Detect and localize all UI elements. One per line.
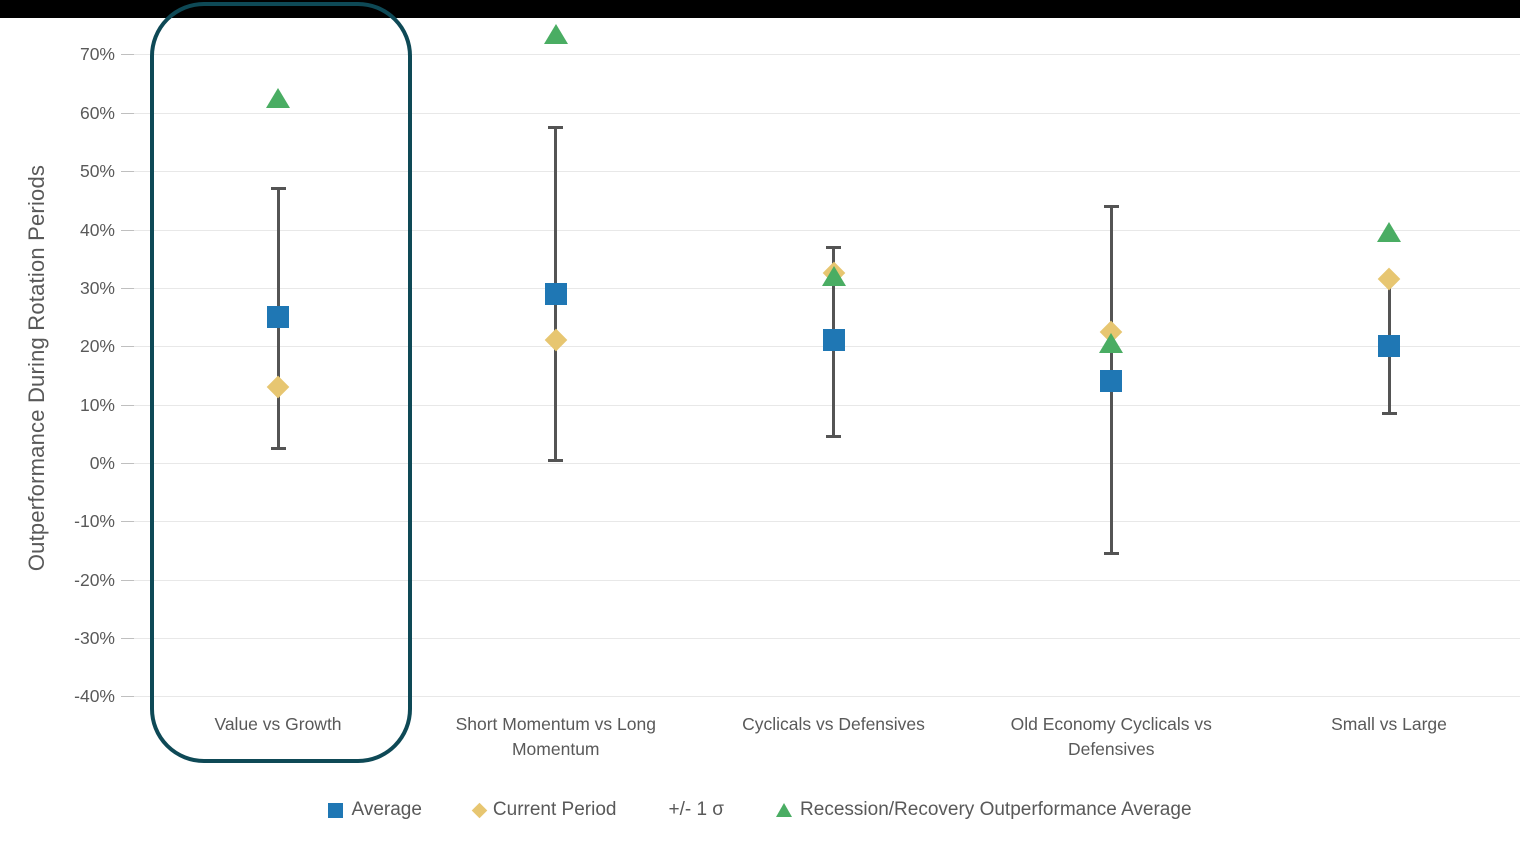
marker-current-period (544, 329, 568, 352)
gridline (133, 521, 1520, 523)
y-axis-tick (121, 463, 134, 464)
error-bar-cap (826, 245, 841, 249)
marker-average (1378, 335, 1400, 358)
legend-label: +/- 1 σ (668, 799, 725, 820)
error-bar-cap (548, 125, 564, 129)
error-bar-cap (548, 458, 564, 462)
legend-label: Average (351, 799, 422, 820)
error-bar-cap (1103, 204, 1119, 208)
y-tick-label: -40% (74, 686, 115, 707)
y-axis-tick (121, 229, 134, 231)
marker-recession-recovery-outperformance-average (1377, 222, 1401, 243)
y-tick-label: 60% (79, 102, 115, 123)
y-tick-label: 10% (79, 394, 115, 415)
gridline (133, 287, 1520, 289)
gridline (133, 463, 1520, 464)
y-tick-label: 50% (79, 161, 115, 182)
y-axis-tick (121, 54, 134, 56)
legend-triangle-icon (776, 803, 793, 817)
legend-label: Recession/Recovery Outperformance Averag… (800, 799, 1192, 820)
y-tick-label: -30% (74, 628, 115, 649)
y-tick-label: -10% (74, 511, 115, 532)
error-bar-cap (1103, 551, 1119, 555)
y-axis-tick (121, 171, 134, 173)
highlight-annotation-box (150, 2, 412, 763)
y-axis-tick (121, 521, 134, 523)
gridline (133, 112, 1520, 114)
category-label: Value vs Growth (214, 714, 342, 734)
category-label: Old Economy Cyclicals vs Defensives (1010, 714, 1212, 760)
legend-diamond-icon (471, 802, 488, 818)
gridline (133, 229, 1520, 231)
error-bar-cap (270, 187, 286, 191)
marker-average (1100, 370, 1123, 393)
category-label: Small vs Large (1331, 714, 1447, 734)
y-tick-label: 70% (79, 44, 115, 65)
marker-recession-recovery-outperformance-average (266, 88, 290, 109)
error-bar-cap (270, 446, 286, 450)
chart-legend: Average Current Period +/- 1 σ Recession/Re… (0, 799, 1520, 821)
gridline (133, 404, 1520, 406)
y-axis-tick (121, 404, 134, 406)
marker-average (544, 282, 567, 305)
gridline (133, 54, 1520, 56)
legend-label: Current Period (492, 799, 617, 820)
marker-recession-recovery-outperformance-average (543, 23, 568, 44)
y-axis-tick (121, 112, 134, 114)
gridline (133, 638, 1520, 640)
legend-square-icon (328, 802, 344, 818)
category-label: Short Momentum vs Long Momentum (455, 714, 656, 760)
y-tick-label: 20% (79, 336, 115, 357)
legend-item: Recession/Recovery Outperformance Averag… (776, 799, 1192, 821)
y-tick-label: 0% (89, 453, 115, 473)
y-axis-tick (121, 696, 134, 698)
y-axis-tick (121, 579, 134, 581)
gridline (133, 696, 1520, 698)
gridline (133, 171, 1520, 173)
legend-item: Current Period (471, 799, 617, 821)
y-axis-tick (121, 346, 134, 348)
legend-item: Average (328, 799, 422, 821)
error-bar-cap (826, 435, 841, 439)
marker-recession-recovery-outperformance-average (821, 266, 846, 287)
error-bar-cap (1381, 411, 1397, 415)
gridline (133, 579, 1520, 581)
marker-average (267, 306, 289, 329)
y-axis-tick (121, 287, 134, 289)
y-tick-label: 30% (79, 277, 115, 298)
y-axis-tick (121, 638, 134, 640)
y-tick-label: 40% (79, 219, 115, 240)
marker-average (822, 329, 845, 352)
marker-recession-recovery-outperformance-average (1099, 333, 1124, 354)
category-label: Cyclicals vs Defensives (742, 714, 925, 734)
legend-item: +/- 1 σ (668, 799, 724, 821)
y-tick-label: -20% (74, 569, 115, 590)
